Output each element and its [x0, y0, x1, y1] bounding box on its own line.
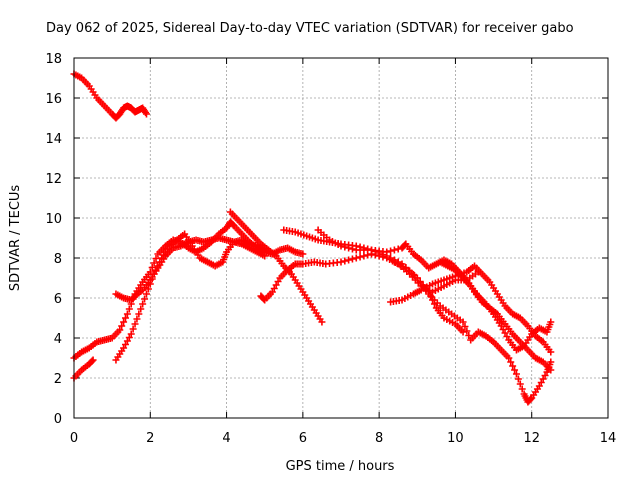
- data-point: [459, 328, 467, 336]
- data-point: [150, 259, 158, 267]
- data-point: [121, 314, 129, 322]
- series-track-k: [390, 258, 555, 406]
- data-point: [88, 357, 96, 365]
- data-point: [518, 385, 526, 393]
- series-track-c: [70, 356, 97, 382]
- data-point: [337, 242, 345, 250]
- chart-title: Day 062 of 2025, Sidereal Day-to-day VTE…: [46, 21, 574, 36]
- y-tick-labels: 0 2 4 6 8 10 12 14 16 18: [45, 52, 62, 427]
- data-point: [394, 245, 402, 253]
- data-point: [547, 318, 555, 326]
- plot-frame: [73, 57, 609, 419]
- y-tick-label: 16: [45, 92, 62, 107]
- y-axis-label: SDTVAR / TECUs: [8, 185, 23, 292]
- data-point: [512, 370, 520, 378]
- x-tick-label: 6: [299, 431, 307, 446]
- data-point: [383, 248, 391, 256]
- data-point: [299, 250, 307, 258]
- grid-lines: [74, 58, 608, 418]
- data-point: [463, 327, 471, 335]
- data-point: [547, 358, 555, 366]
- series-track-e: [112, 234, 269, 304]
- data-point: [547, 348, 555, 356]
- data-point: [146, 268, 154, 276]
- data-point: [348, 245, 356, 253]
- x-tick-label: 8: [375, 431, 383, 446]
- axis-ticks: [73, 57, 609, 419]
- data-point: [527, 395, 535, 403]
- data-point: [137, 305, 145, 313]
- data-point: [142, 110, 150, 118]
- data-point: [511, 366, 519, 374]
- data-point: [341, 257, 349, 265]
- data-point: [390, 246, 398, 254]
- data-point: [360, 252, 368, 260]
- data-point: [507, 358, 515, 366]
- data-point: [422, 286, 430, 294]
- x-tick-label: 14: [600, 431, 617, 446]
- data-point: [352, 254, 360, 262]
- data-point: [387, 254, 395, 262]
- data-point: [139, 300, 147, 308]
- data-point: [127, 330, 135, 338]
- y-tick-label: 12: [45, 172, 62, 187]
- data-point: [142, 290, 150, 298]
- data-point: [356, 253, 364, 261]
- data-point: [461, 323, 469, 330]
- y-tick-label: 4: [54, 332, 62, 347]
- y-tick-label: 6: [54, 292, 62, 307]
- data-point: [133, 315, 141, 323]
- data-point: [387, 247, 395, 255]
- data-point: [142, 109, 150, 116]
- x-tick-label: 4: [222, 431, 230, 446]
- data-point: [516, 380, 524, 388]
- data-point: [141, 295, 149, 303]
- x-tick-label: 0: [70, 431, 78, 446]
- x-tick-labels: 0 2 4 6 8 10 12 14: [70, 431, 616, 446]
- data-point: [135, 310, 143, 318]
- data-point: [123, 310, 131, 318]
- data-point: [337, 258, 345, 266]
- data-point: [341, 243, 349, 251]
- y-tick-label: 0: [54, 412, 62, 427]
- data-point: [459, 318, 467, 326]
- data-point: [118, 322, 126, 330]
- data-point: [345, 256, 353, 264]
- data-point: [318, 318, 326, 326]
- y-tick-label: 18: [45, 52, 62, 67]
- x-tick-label: 2: [146, 431, 154, 446]
- data-point: [345, 244, 353, 252]
- data-points: [70, 70, 555, 406]
- series-track-j: [387, 262, 555, 356]
- data-point: [129, 325, 137, 333]
- data-point: [116, 326, 124, 334]
- data-point: [120, 318, 128, 326]
- x-tick-label: 12: [523, 431, 540, 446]
- data-point: [144, 285, 152, 293]
- y-tick-label: 14: [45, 132, 62, 147]
- x-tick-label: 10: [447, 431, 464, 446]
- data-point: [514, 375, 522, 383]
- data-point: [416, 278, 424, 286]
- data-point: [348, 255, 356, 263]
- data-point: [131, 320, 139, 328]
- data-point: [505, 354, 513, 362]
- data-point: [419, 282, 427, 290]
- data-point: [125, 305, 133, 313]
- y-tick-label: 8: [54, 252, 62, 267]
- data-point: [261, 252, 269, 260]
- y-tick-label: 10: [45, 212, 62, 227]
- data-point: [413, 274, 421, 282]
- series-track-f: [226, 208, 326, 326]
- data-point: [509, 362, 517, 370]
- data-point: [89, 356, 97, 364]
- series-track-l: [436, 258, 555, 354]
- series-track-a: [70, 70, 150, 122]
- x-axis-label: GPS time / hours: [286, 459, 395, 474]
- y-tick-label: 2: [54, 372, 62, 387]
